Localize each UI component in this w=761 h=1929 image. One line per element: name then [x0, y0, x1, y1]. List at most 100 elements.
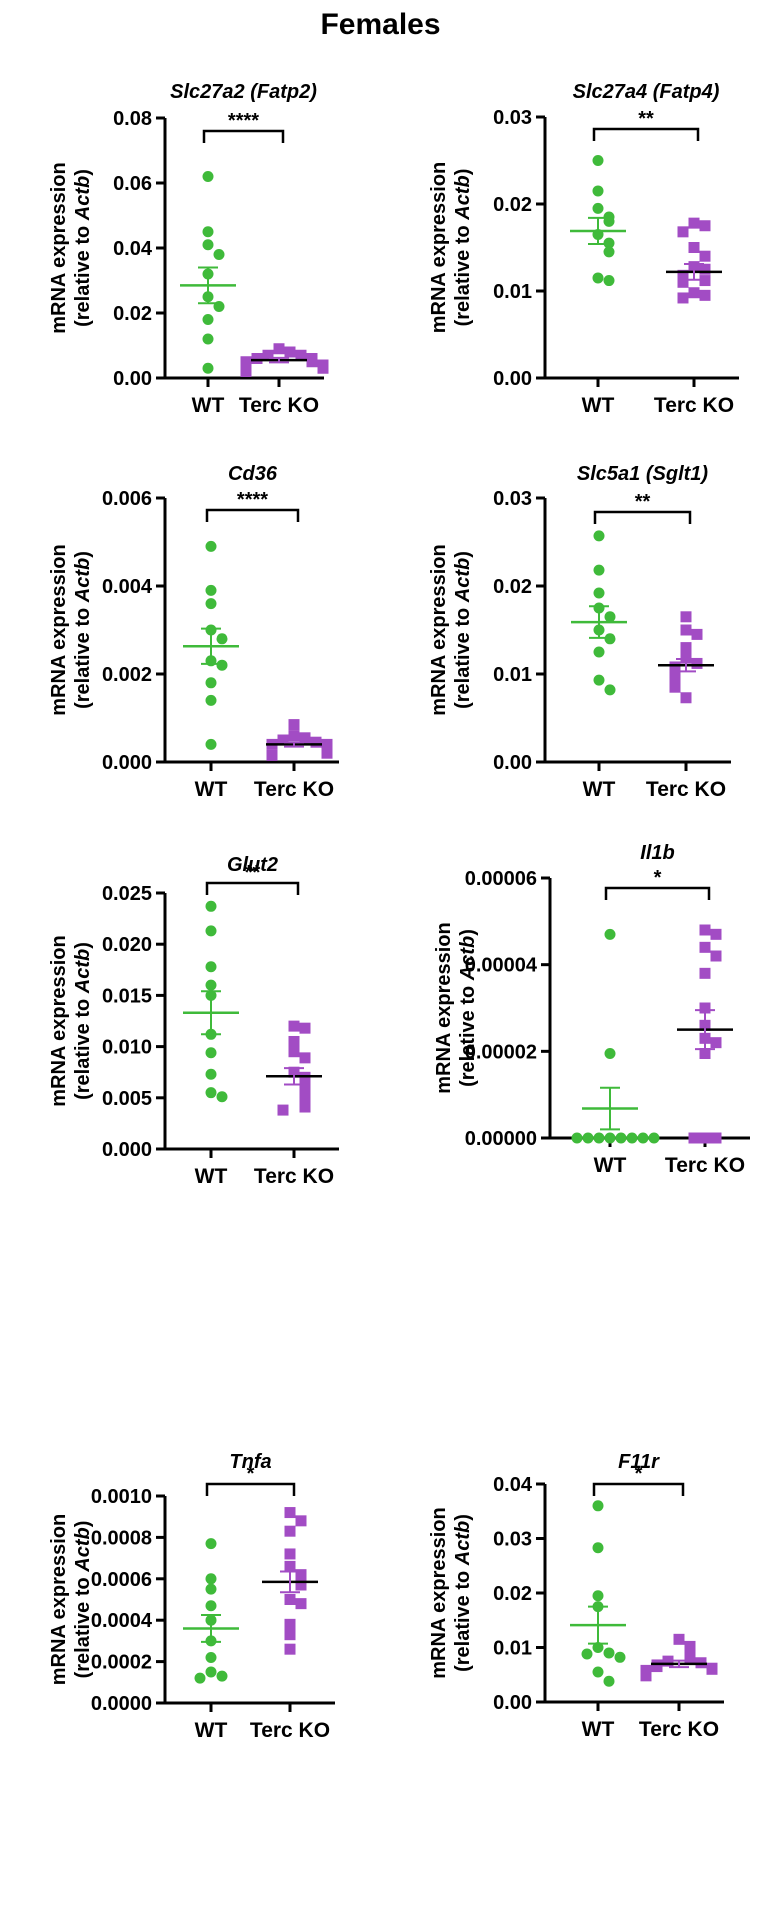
data-point-wt [592, 155, 604, 166]
data-point-wt [593, 530, 605, 542]
data-point-terc-ko [310, 736, 322, 748]
y-tick-label: 0.005 [102, 1088, 152, 1110]
significance-bracket [205, 881, 300, 895]
data-point-terc-ko [691, 657, 703, 669]
data-point-terc-ko [284, 1507, 296, 1519]
chart-panel-2: Slc27a4 (Fatp4) 0.00 0.01 0.02 0.03 WT Terc KO… [428, 81, 739, 417]
data-point-terc-ko [295, 1579, 307, 1591]
significance-bracket [592, 127, 700, 141]
chart-panel-6: Il1b 0.00000 0.00002 0.00004 0.00006 WT Terc K… [433, 842, 750, 1177]
data-point-wt [592, 272, 604, 284]
y-axis-label-prefix: (relative to [452, 602, 474, 709]
data-point-wt [593, 1132, 605, 1144]
y-axis-label-line2: (relative to Actb) [457, 929, 479, 1087]
data-point-terc-ko [691, 628, 703, 640]
y-axis-label-prefix: (relative to [72, 220, 94, 327]
y-axis-label-line2: (relative to Actb) [452, 169, 474, 327]
y-axis-label-line2: (relative to Actb) [72, 169, 94, 327]
data-point-terc-ko [240, 366, 252, 377]
data-point-wt [593, 674, 605, 686]
data-point-terc-ko [662, 1655, 674, 1667]
y-tick-label: 0.020 [102, 934, 152, 956]
x-tick-label: WT [192, 394, 225, 417]
data-point-terc-ko [299, 1052, 311, 1064]
y-axis-label-line1: mRNA expression [48, 544, 70, 716]
y-axis-label-line1: mRNA expression [428, 162, 450, 334]
data-point-terc-ko [299, 1022, 311, 1034]
data-point-terc-ko [295, 1573, 307, 1585]
data-point-terc-ko [699, 924, 711, 936]
data-point-wt [216, 659, 228, 671]
data-point-terc-ko [299, 1101, 311, 1113]
y-tick-label: 0.0010 [91, 1486, 152, 1508]
x-tick-label: WT [583, 778, 616, 801]
significance-label: * [247, 1463, 255, 1485]
data-point-terc-ko [684, 1640, 696, 1652]
data-point-terc-ko [273, 343, 285, 355]
significance-label: ** [245, 862, 261, 884]
y-tick-label: 0.00004 [465, 955, 538, 977]
data-point-wt [604, 1132, 616, 1144]
data-point-terc-ko [699, 250, 711, 262]
y-axis-label-line1: mRNA expression [433, 922, 455, 1094]
data-point-wt [593, 587, 605, 599]
data-point-terc-ko [680, 624, 692, 636]
y-axis-label-line2: (relative to Actb) [72, 551, 94, 709]
data-point-terc-ko [277, 734, 289, 746]
significance-label: ** [635, 491, 651, 513]
data-point-terc-ko [699, 289, 711, 301]
data-point-wt [592, 1500, 604, 1512]
chart-title: F11r [618, 1451, 660, 1473]
y-tick-label: 0.0008 [91, 1527, 152, 1549]
y-tick-label: 0.0002 [91, 1652, 152, 1674]
y-tick-label: 0.02 [493, 194, 532, 216]
data-point-wt [615, 1132, 627, 1144]
chart-panel-7: Tnfa 0.0000 0.0002 0.0004 0.0006 0.0008 0.0010… [48, 1451, 335, 1742]
y-tick-label: 0.06 [113, 173, 152, 195]
y-axis-label-gene: Actb [457, 936, 479, 981]
y-axis-label-suffix: ) [457, 929, 479, 936]
data-point-wt [603, 1647, 615, 1659]
data-point-terc-ko [284, 1618, 296, 1630]
data-point-wt [194, 1672, 206, 1684]
data-point-wt [202, 362, 214, 374]
significance-bracket [205, 1482, 296, 1496]
data-point-terc-ko [266, 749, 278, 761]
chart-title: Il1b [640, 842, 674, 864]
data-point-wt [213, 249, 225, 260]
data-point-wt [205, 1651, 217, 1663]
data-point-wt [205, 1087, 217, 1099]
significance-label: **** [228, 110, 259, 132]
data-point-wt [604, 928, 616, 940]
y-axis-label-gene: Actb [72, 558, 94, 603]
data-point-terc-ko [288, 719, 300, 731]
data-point-wt [202, 171, 214, 182]
y-tick-label: 0.00006 [465, 868, 537, 890]
data-point-terc-ko [688, 242, 700, 253]
data-point-wt [637, 1132, 649, 1144]
data-point-terc-ko [317, 362, 329, 374]
data-point-terc-ko [299, 732, 311, 744]
data-point-terc-ko [680, 611, 692, 623]
data-point-wt [216, 1670, 228, 1682]
data-point-terc-ko [699, 967, 711, 979]
data-point-terc-ko [284, 346, 296, 358]
data-point-terc-ko [677, 226, 689, 238]
x-tick-label: Terc KO [665, 1154, 745, 1177]
x-tick-label: WT [594, 1154, 627, 1177]
y-tick-label: 0.015 [102, 985, 152, 1007]
chart-panel-1: Slc27a2 (Fatp2) 0.00 0.02 0.04 0.06 0.08 WT Ter… [48, 81, 329, 417]
data-point-terc-ko [684, 1652, 696, 1664]
y-tick-label: 0.00 [493, 1692, 532, 1714]
y-tick-label: 0.010 [102, 1037, 152, 1059]
y-tick-label: 0.00000 [465, 1128, 537, 1150]
x-tick-label: WT [195, 778, 228, 801]
data-point-wt [603, 275, 615, 287]
y-tick-label: 0.0006 [91, 1569, 152, 1591]
x-tick-label: WT [582, 1718, 615, 1741]
data-point-terc-ko [680, 692, 692, 704]
data-point-terc-ko [306, 356, 318, 368]
data-point-terc-ko [288, 1020, 300, 1032]
y-axis-label-line2: (relative to Actb) [72, 942, 94, 1100]
